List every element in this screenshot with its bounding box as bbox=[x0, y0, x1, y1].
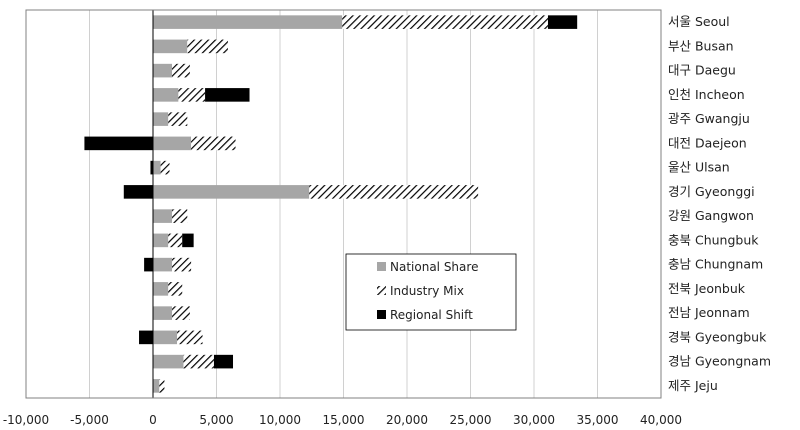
x-tick-label: 10,000 bbox=[259, 413, 301, 427]
x-tick-label: 15,000 bbox=[323, 413, 365, 427]
legend-swatch-national-share bbox=[377, 262, 386, 271]
category-label: 충북 Chungbuk bbox=[668, 232, 759, 247]
category-label: 전북 Jeonbuk bbox=[668, 281, 746, 296]
category-label: 충남 Chungnam bbox=[668, 257, 763, 272]
bar-busan-national-share bbox=[153, 39, 188, 54]
x-tick-label: 20,000 bbox=[386, 413, 428, 427]
bar-gyeongnam-regional-shift bbox=[213, 354, 234, 369]
bar-gwangju-national-share bbox=[153, 112, 169, 126]
bar-gyeonggi-regional-shift bbox=[123, 185, 153, 199]
bar-seoul-industry-mix bbox=[342, 15, 548, 29]
bar-gyeonggi-industry-mix bbox=[309, 185, 479, 199]
bar-chungnam-national-share bbox=[153, 257, 173, 272]
category-label: 대구 Daegu bbox=[668, 63, 736, 78]
bar-jeonbuk-industry-mix bbox=[168, 282, 183, 296]
bar-chungbuk-regional-shift bbox=[182, 233, 194, 248]
bar-gyeonggi-national-share bbox=[153, 185, 310, 199]
x-tick-label: 35,000 bbox=[577, 413, 619, 427]
category-label: 강원 Gangwon bbox=[668, 208, 754, 223]
legend: National Share Industry Mix Regional Shi… bbox=[345, 253, 517, 331]
bar-daegu-industry-mix bbox=[172, 63, 190, 78]
x-tick-label: 30,000 bbox=[513, 413, 555, 427]
bar-jeonnam-national-share bbox=[153, 306, 173, 320]
bar-gyeongbuk-industry-mix bbox=[177, 330, 203, 345]
bar-daejeon-national-share bbox=[153, 136, 192, 151]
bar-jeonbuk-national-share bbox=[153, 282, 169, 296]
category-label: 경기 Gyeonggi bbox=[668, 184, 755, 199]
x-tick-label: 5,000 bbox=[199, 413, 233, 427]
bar-gwangju-industry-mix bbox=[168, 112, 188, 126]
x-tick-label: 0 bbox=[149, 413, 157, 427]
bar-chungnam-regional-shift bbox=[144, 257, 153, 272]
bars bbox=[84, 15, 578, 393]
x-tick-label: 25,000 bbox=[450, 413, 492, 427]
bar-chungnam-industry-mix bbox=[172, 257, 192, 272]
bar-jeju-industry-mix bbox=[159, 379, 165, 393]
x-tick-label: -5,000 bbox=[70, 413, 109, 427]
category-label: 전남 Jeonnam bbox=[668, 305, 750, 320]
bar-gangwon-industry-mix bbox=[172, 209, 188, 223]
bar-chungbuk-industry-mix bbox=[168, 233, 183, 248]
bar-seoul-national-share bbox=[153, 15, 343, 29]
bar-chungbuk-national-share bbox=[153, 233, 169, 248]
category-label: 서울 Seoul bbox=[668, 14, 730, 29]
bar-gyeongbuk-national-share bbox=[153, 330, 178, 345]
bar-busan-industry-mix bbox=[187, 39, 228, 54]
category-label: 울산 Ulsan bbox=[668, 160, 730, 175]
bar-jeonnam-industry-mix bbox=[172, 306, 190, 320]
legend-box bbox=[345, 253, 517, 331]
category-label: 경남 Gyeongnam bbox=[668, 354, 771, 369]
bar-daejeon-regional-shift bbox=[84, 136, 153, 151]
bar-incheon-national-share bbox=[153, 88, 179, 102]
bar-jeju-national-share bbox=[153, 379, 160, 393]
legend-label-regional-shift: Regional Shift bbox=[390, 308, 473, 322]
category-label: 대전 Daejeon bbox=[668, 135, 747, 150]
bar-incheon-industry-mix bbox=[178, 88, 206, 102]
legend-label-national-share: National Share bbox=[390, 260, 478, 274]
category-label: 제주 Jeju bbox=[668, 378, 718, 393]
category-label: 광주 Gwangju bbox=[668, 111, 750, 126]
axes bbox=[25, 9, 662, 399]
x-tick-label: 40,000 bbox=[640, 413, 682, 427]
bar-ulsan-industry-mix bbox=[160, 160, 170, 175]
legend-swatch-industry-mix bbox=[377, 286, 386, 295]
bar-ulsan-national-share bbox=[153, 160, 161, 175]
category-label: 경북 Gyeongbuk bbox=[668, 329, 767, 344]
bar-seoul-regional-shift bbox=[547, 15, 578, 29]
bar-incheon-regional-shift bbox=[205, 88, 250, 102]
gridlines bbox=[25, 10, 662, 398]
bar-daejeon-industry-mix bbox=[191, 136, 236, 151]
x-tick-label: -10,000 bbox=[3, 413, 49, 427]
category-label: 부산 Busan bbox=[668, 38, 734, 53]
bar-ulsan-regional-shift bbox=[150, 160, 153, 175]
category-labels: 서울 Seoul 부산 Busan 대구 Daegu 인천 Incheon 광주 Gwa… bbox=[668, 14, 771, 393]
x-tick-labels: -10,000 -5,000 0 5,000 10,000 15,000 20,000 25,… bbox=[3, 413, 682, 427]
bar-gyeongnam-industry-mix bbox=[183, 354, 214, 369]
plot-frame bbox=[25, 9, 662, 399]
bar-daegu-national-share bbox=[153, 63, 173, 78]
legend-swatch-regional-shift bbox=[377, 310, 386, 319]
category-label: 인천 Incheon bbox=[668, 87, 745, 102]
bar-gyeongnam-national-share bbox=[153, 354, 184, 369]
bar-gyeongbuk-regional-shift bbox=[139, 330, 153, 345]
bar-gangwon-national-share bbox=[153, 209, 173, 223]
legend-label-industry-mix: Industry Mix bbox=[390, 284, 464, 298]
